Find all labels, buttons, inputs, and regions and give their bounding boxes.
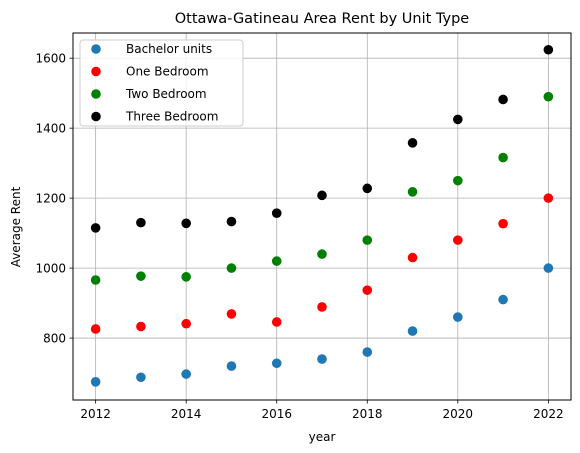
point-bachelor-units	[543, 263, 554, 273]
point-one-bedroom	[317, 302, 327, 312]
point-bachelor-units	[90, 377, 101, 387]
point-three-bedroom	[136, 217, 146, 228]
point-bachelor-units	[317, 354, 327, 364]
x-tick-label: 2018	[352, 407, 383, 421]
point-two-bedroom	[90, 275, 101, 285]
point-bachelor-units	[362, 347, 373, 357]
point-two-bedroom	[362, 235, 373, 245]
point-three-bedroom	[498, 94, 508, 105]
point-bachelor-units	[271, 358, 282, 369]
point-three-bedroom	[226, 216, 237, 227]
point-three-bedroom	[181, 218, 191, 229]
axis-ticks: 2012 2014 2016 2018 2020 2022 800 1000 1200 1400 1…	[35, 51, 563, 421]
x-axis-label: year	[309, 430, 336, 444]
point-two-bedroom	[407, 187, 418, 197]
point-two-bedroom	[181, 272, 191, 282]
x-tick-label: 2012	[80, 407, 111, 421]
point-one-bedroom	[407, 252, 418, 263]
point-two-bedroom	[271, 256, 282, 266]
chart-title: Ottawa-Gatineau Area Rent by Unit Type	[175, 11, 470, 27]
x-tick-label: 2016	[261, 407, 292, 421]
point-one-bedroom	[271, 317, 282, 327]
legend-label-three-bedroom: Three Bedroom	[125, 110, 218, 124]
x-tick-label: 2022	[533, 407, 564, 421]
point-bachelor-units	[498, 294, 508, 305]
point-three-bedroom	[543, 44, 554, 55]
legend-marker-two-bedroom	[91, 89, 101, 99]
point-one-bedroom	[226, 309, 237, 319]
point-two-bedroom	[136, 271, 146, 281]
point-one-bedroom	[453, 235, 463, 245]
point-three-bedroom	[453, 114, 463, 125]
point-two-bedroom	[498, 152, 508, 163]
point-one-bedroom	[181, 318, 191, 329]
point-two-bedroom	[453, 175, 463, 186]
point-two-bedroom	[226, 263, 237, 273]
legend-label-bachelor-units: Bachelor units	[126, 42, 212, 56]
point-one-bedroom	[90, 324, 101, 334]
y-tick-label: 1000	[35, 261, 66, 275]
point-one-bedroom	[543, 193, 554, 203]
plot-frame	[72, 32, 572, 401]
point-one-bedroom	[362, 285, 373, 295]
y-axis-label: Average Rent	[9, 186, 23, 267]
legend-frame	[79, 39, 244, 127]
legend-marker-one-bedroom	[91, 66, 101, 77]
point-three-bedroom	[362, 183, 373, 194]
data-points	[90, 44, 554, 387]
point-bachelor-units	[136, 372, 146, 383]
y-tick-label: 1600	[35, 51, 66, 65]
point-one-bedroom	[136, 321, 146, 332]
point-bachelor-units	[226, 361, 237, 371]
point-three-bedroom	[407, 138, 418, 148]
point-two-bedroom	[317, 249, 327, 259]
point-bachelor-units	[407, 326, 418, 336]
legend-marker-bachelor-units	[91, 44, 101, 54]
point-three-bedroom	[90, 223, 101, 233]
y-tick-label: 1400	[35, 121, 66, 135]
point-bachelor-units	[453, 312, 463, 322]
x-tick-label: 2020	[443, 407, 474, 421]
y-tick-label: 1200	[35, 191, 66, 205]
legend-label-two-bedroom: Two Bedroom	[125, 87, 207, 101]
legend-marker-three-bedroom	[91, 111, 101, 122]
point-bachelor-units	[181, 369, 191, 379]
legend-label-one-bedroom: One Bedroom	[126, 65, 209, 79]
y-tick-label: 800	[43, 331, 66, 345]
legend: Bachelor units One Bedroom Two Bedroom Thre…	[79, 39, 244, 127]
point-three-bedroom	[317, 190, 327, 201]
point-two-bedroom	[543, 91, 554, 102]
point-one-bedroom	[498, 218, 508, 229]
point-three-bedroom	[271, 208, 282, 218]
x-tick-label: 2014	[171, 407, 202, 421]
